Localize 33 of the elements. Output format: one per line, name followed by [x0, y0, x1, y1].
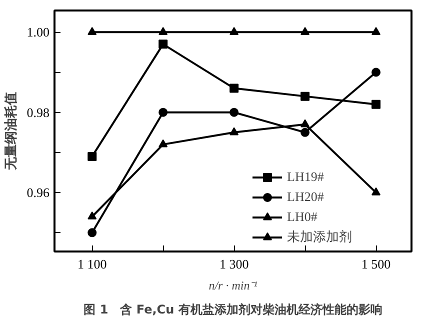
point	[230, 27, 239, 35]
point	[300, 128, 310, 137]
point	[230, 84, 239, 93]
y-tick-label: 0.96	[26, 185, 50, 200]
y-tick-label: 1.00	[26, 24, 50, 40]
point	[158, 40, 168, 49]
text: 图 1 含 Fe,Cu 有机盐添加剂对柴油机经济性能的影响	[84, 302, 382, 316]
legend-label: LH20#	[287, 189, 324, 205]
legend-label: LH0#	[287, 209, 318, 225]
point	[230, 108, 239, 117]
point	[300, 119, 310, 128]
point	[300, 92, 310, 101]
x-axis-title: n/r · min⁻¹	[208, 278, 258, 292]
point	[230, 127, 239, 136]
point	[372, 68, 381, 77]
point	[88, 228, 97, 238]
point	[300, 27, 310, 35]
point	[372, 100, 381, 109]
point	[88, 27, 97, 35]
point	[88, 211, 97, 220]
x-tick-label: 1 300	[219, 256, 249, 272]
point	[88, 152, 97, 161]
y-axis-title: 无量纲油耗值	[2, 92, 19, 171]
point	[158, 27, 168, 35]
x-tick-label: 1 100	[77, 256, 107, 272]
point	[158, 108, 168, 117]
point	[372, 187, 381, 196]
legend-label: LH19#	[287, 169, 324, 185]
point	[158, 139, 168, 148]
x-tick-label: 1 500	[361, 256, 391, 272]
y-tick-label: 0.98	[26, 104, 50, 120]
point	[372, 27, 381, 35]
legend-label: 未加添加剂	[287, 228, 352, 246]
